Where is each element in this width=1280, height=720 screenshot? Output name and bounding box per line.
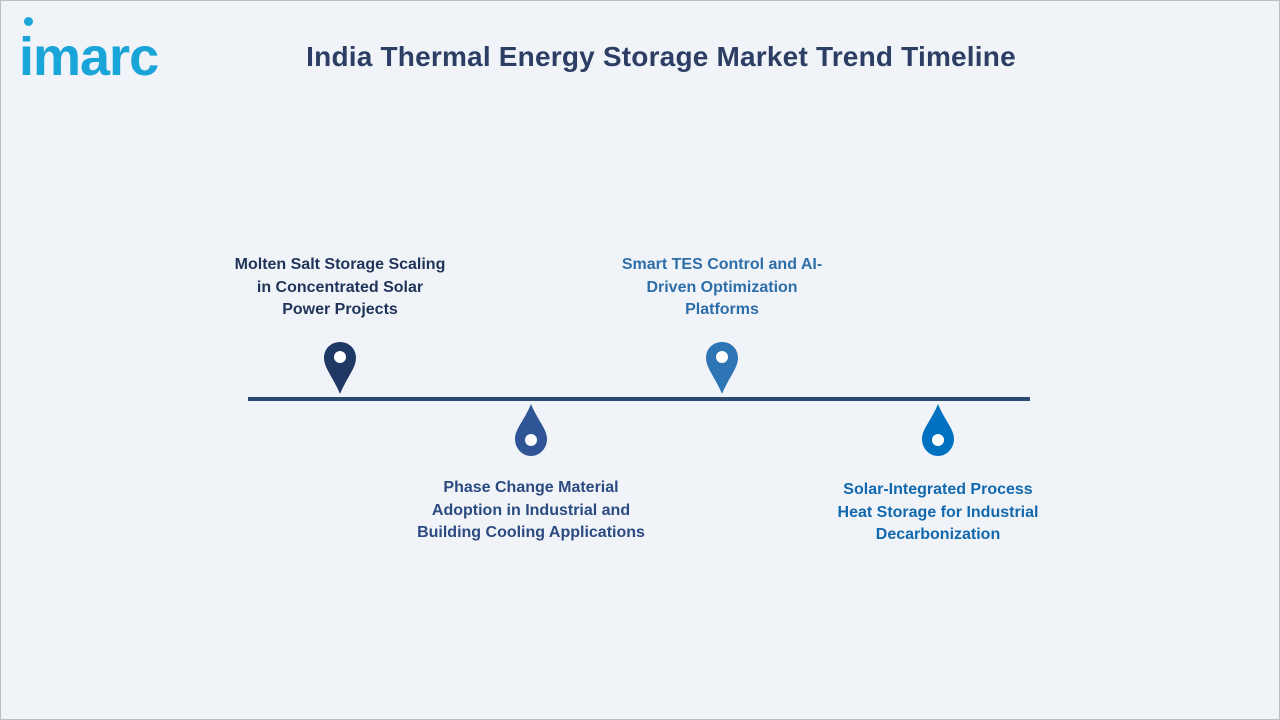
- label-line: Decarbonization: [875, 526, 1001, 543]
- timeline-event-label-1: Molten Salt Storage Scaling in Concentra…: [220, 254, 460, 322]
- label-line: Smart TES Control and AI-: [621, 256, 823, 273]
- logo-dot-icon: [24, 17, 33, 26]
- label-line: in Concentrated Solar: [256, 278, 424, 296]
- label-line: Power Projects: [282, 301, 398, 318]
- label-line: Driven Optimization: [646, 278, 798, 296]
- location-pin-icon: [324, 342, 356, 394]
- timeline-event-label-2: Phase Change Material Adoption in Indust…: [411, 477, 651, 545]
- timeline-event-label-4: Solar-Integrated Process Heat Storage fo…: [818, 479, 1058, 547]
- timeline-axis: [248, 397, 1030, 401]
- location-pin-icon: [706, 342, 738, 394]
- label-line: Solar-Integrated Process: [843, 481, 1033, 498]
- label-line: Building Cooling Applications: [417, 524, 645, 541]
- label-line: Phase Change Material: [443, 479, 619, 496]
- logo-text: imarc: [19, 27, 158, 81]
- droplet-icon: [515, 404, 547, 456]
- label-line: Adoption in Industrial and: [431, 501, 631, 519]
- label-line: Molten Salt Storage Scaling: [234, 256, 446, 273]
- imarc-logo: imarc: [19, 17, 159, 81]
- droplet-icon: [922, 404, 954, 456]
- page-title: India Thermal Energy Storage Market Tren…: [306, 41, 1016, 72]
- label-line: Heat Storage for Industrial: [837, 503, 1039, 521]
- timeline-event-label-3: Smart TES Control and AI- Driven Optimiz…: [602, 254, 842, 322]
- label-line: Platforms: [685, 301, 759, 318]
